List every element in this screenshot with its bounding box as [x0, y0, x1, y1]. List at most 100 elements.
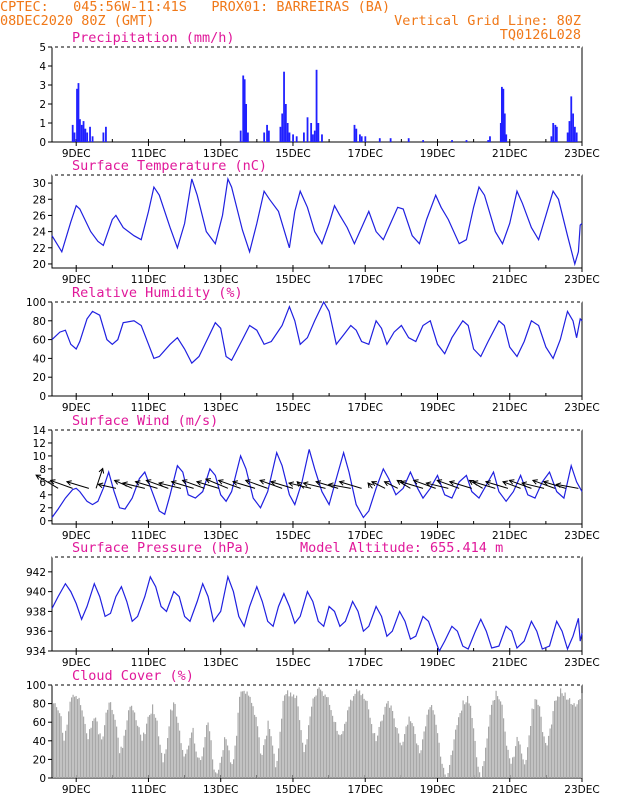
cloud-bar — [219, 762, 221, 778]
cloud-bar — [429, 707, 431, 778]
cloud-bar — [533, 709, 535, 778]
cloud-bar — [167, 738, 169, 778]
precip-bar — [310, 123, 313, 142]
panel-frame — [51, 174, 583, 269]
precip-bar — [355, 128, 358, 142]
cloud-bar — [497, 696, 499, 778]
x-tick-label: 19DEC — [420, 274, 455, 286]
cloud-bar — [477, 766, 479, 778]
x-tick-label: 21DEC — [492, 657, 527, 669]
cloud-bar — [149, 715, 151, 778]
wind-arrow — [122, 482, 145, 489]
precip-bar — [82, 121, 85, 142]
y-tick-label: 20 — [33, 754, 46, 766]
cloud-bar — [282, 700, 284, 778]
cloud-bar — [243, 690, 245, 778]
wind-arrow — [315, 481, 339, 489]
cloud-bar — [159, 744, 161, 778]
precip-bar — [288, 132, 291, 142]
cloud-bar — [387, 700, 389, 778]
wind-arrow — [158, 482, 182, 489]
series-line — [51, 300, 583, 365]
precip-bar — [266, 124, 268, 142]
wind-arrow-head — [555, 482, 562, 488]
wind-arrow-head — [315, 480, 322, 486]
cloud-bar — [195, 751, 197, 778]
cloud-bar — [240, 691, 242, 778]
wind-arrow-head — [113, 479, 120, 485]
cloud-bar — [326, 697, 328, 778]
cloud-bar — [431, 705, 433, 778]
wind-arrow-head — [302, 481, 309, 487]
cloud-bar — [408, 716, 410, 778]
cloud-bar — [207, 722, 209, 778]
cloud-bar — [164, 753, 166, 778]
cloud-bar — [165, 749, 167, 778]
x-tick-label: 17DEC — [348, 148, 383, 160]
y-tick-label: 30 — [33, 178, 46, 190]
precip-bar — [286, 123, 289, 142]
cloud-bar — [338, 734, 340, 778]
wind-arrow — [371, 481, 386, 489]
x-tick-label: 13DEC — [203, 784, 238, 796]
wind-arrow — [50, 479, 73, 489]
precip-bar — [550, 136, 553, 142]
cloud-bar — [581, 693, 583, 778]
precip-bar — [353, 124, 356, 142]
wind-arrow-head — [270, 480, 276, 486]
cloud-bar — [564, 692, 566, 778]
cloud-bar — [474, 740, 476, 778]
cloud-bar — [525, 759, 527, 778]
wind-arrow — [296, 481, 305, 489]
cloud-bar — [245, 693, 247, 778]
precip-bar — [503, 113, 506, 142]
cloud-bar — [296, 695, 298, 778]
cloud-bar — [258, 737, 260, 778]
x-tick-label: 19DEC — [420, 784, 455, 796]
wind-arrow-head — [49, 479, 56, 485]
y-tick-label: 60 — [33, 335, 46, 347]
cloud-bar — [468, 703, 470, 778]
x-tick-label: 23DEC — [564, 657, 599, 669]
cloud-bar — [557, 696, 559, 778]
cloud-bar — [300, 730, 302, 778]
precip-bar — [407, 138, 410, 142]
header-line3-right: TQ0126L028 — [499, 27, 581, 43]
wind-arrow — [98, 483, 117, 489]
cloud-bar — [425, 726, 427, 778]
cloud-bar — [179, 730, 181, 778]
y-tick-label: 2 — [39, 99, 46, 111]
cloud-bar — [414, 733, 416, 778]
wind-arrow — [66, 481, 89, 489]
wind-arrow — [205, 478, 229, 489]
x-tick-label: 13DEC — [203, 530, 238, 542]
cloud-bar — [255, 716, 257, 778]
cloud-bar — [419, 753, 421, 778]
wind-arrow — [146, 479, 169, 489]
wind-arrow — [182, 479, 205, 489]
wind-arrow — [288, 482, 312, 489]
precip-bar — [242, 75, 245, 142]
cloud-bar — [72, 694, 74, 778]
wind-arrow-head — [259, 479, 266, 485]
cloud-bar — [515, 746, 517, 778]
wind-arrow — [135, 481, 158, 489]
wind-arrow — [449, 481, 472, 489]
cloud-bar — [500, 701, 502, 778]
cloud-bar — [545, 742, 547, 778]
cloud-bar — [488, 726, 490, 778]
cloud-bar — [74, 696, 76, 778]
x-tick-label: 9DEC — [62, 274, 91, 286]
wind-arrow-head — [370, 481, 377, 487]
cloud-bar — [324, 694, 326, 778]
y-tick-label: 8 — [39, 464, 46, 476]
x-tick-label: 9DEC — [62, 402, 91, 414]
cloud-bar — [125, 729, 127, 778]
x-tick-label: 15DEC — [275, 402, 310, 414]
cloud-bar — [555, 700, 557, 778]
wind-arrow-head — [502, 480, 508, 486]
y-tick-label: 40 — [33, 736, 46, 748]
cloud-bar — [317, 688, 319, 778]
panel-annotation: Model Altitude: 655.414 m — [300, 540, 503, 556]
precip-bar — [566, 132, 569, 142]
